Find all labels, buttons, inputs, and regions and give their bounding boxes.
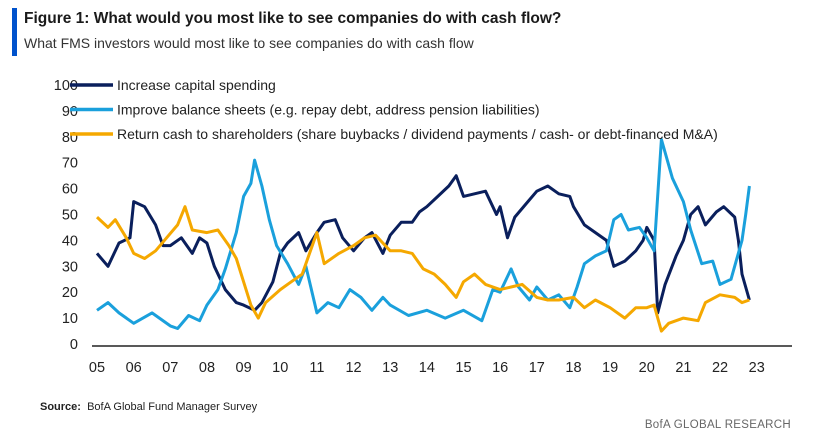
y-tick-label: 50 [62, 208, 78, 224]
x-tick-label: 05 [89, 360, 105, 376]
legend-label-3: Return cash to shareholders (share buyba… [117, 126, 718, 142]
y-tick-label: 40 [62, 233, 78, 249]
y-tick-label: 70 [62, 156, 78, 172]
x-tick-label: 08 [199, 360, 215, 376]
x-tick-label: 18 [565, 360, 581, 376]
y-tick-label: 10 [62, 311, 78, 327]
x-tick-label: 15 [455, 360, 471, 376]
x-tick-label: 21 [675, 360, 691, 376]
x-tick-label: 16 [492, 360, 508, 376]
source-text: BofA Global Fund Manager Survey [87, 401, 258, 413]
x-tick-label: 10 [272, 360, 288, 376]
x-tick-label: 06 [126, 360, 142, 376]
x-tick-label: 13 [382, 360, 398, 376]
title-accent-bar [12, 8, 17, 56]
source-label: Source: [40, 401, 81, 413]
y-tick-label: 0 [70, 337, 78, 353]
x-tick-label: 20 [639, 360, 655, 376]
brand-footer: BofA GLOBAL RESEARCH [644, 419, 791, 431]
y-tick-label: 30 [62, 259, 78, 275]
x-tick-label: 11 [309, 360, 324, 376]
series-line-3 [95, 205, 750, 333]
x-tick-label: 07 [162, 360, 178, 376]
y-tick-label: 100 [54, 78, 78, 94]
y-tick-label: 80 [62, 130, 78, 146]
y-tick-label: 20 [62, 285, 78, 301]
y-tick-label: 90 [62, 104, 78, 120]
chart-title: Figure 1: What would you most like to se… [24, 10, 562, 27]
chart-subtitle: What FMS investors would most like to se… [24, 35, 474, 51]
source-note: Source: BofA Global Fund Manager Survey [40, 401, 257, 413]
x-tick-label: 22 [712, 360, 728, 376]
x-tick-label: 19 [602, 360, 618, 376]
series-line-2 [96, 137, 751, 330]
x-tick-label: 23 [749, 360, 765, 376]
y-tick-label: 60 [62, 182, 78, 198]
x-tick-label: 17 [529, 360, 545, 376]
x-tick-label: 14 [419, 360, 435, 376]
x-tick-label: 09 [236, 360, 252, 376]
x-tick-label: 12 [345, 360, 361, 376]
series-line-1 [95, 174, 751, 315]
legend-label-1: Increase capital spending [117, 77, 276, 93]
legend-label-2: Improve balance sheets (e.g. repay debt,… [117, 102, 540, 118]
